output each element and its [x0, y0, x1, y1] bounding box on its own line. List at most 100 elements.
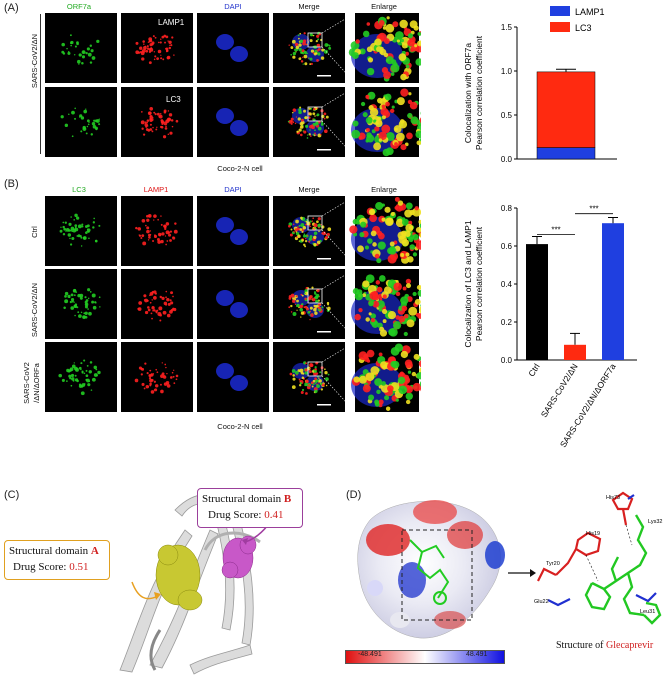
residue-leu31: Leu31 [640, 609, 655, 615]
panel-a-row-label: SARS-CoV2/ΔN [30, 33, 39, 89]
panel-a-inset-lc3: LC3 [166, 95, 181, 104]
panel-a-inset-lamp1: LAMP1 [158, 18, 185, 27]
panel-b-header-lc3: LC3 [72, 185, 86, 194]
chart-a-legend-label-lamp1: LAMP1 [575, 7, 605, 17]
chart-a-tick-label: 1.0 [501, 67, 513, 76]
domain-b-mesh [221, 535, 257, 579]
tile-a-zoom-line [321, 46, 356, 84]
chart-b: 0.00.20.40.60.8CtrlSARS-CoV2/ΔNSARS-CoV2… [463, 204, 637, 449]
chart-b-tick-label: 0.6 [501, 242, 513, 251]
tile-b-zoom-line [321, 375, 356, 413]
tile-b-r2-red [121, 269, 193, 339]
tile-a-r1-enlarge [348, 13, 421, 83]
tile-a-zoom-line [321, 86, 356, 108]
chart-b-bar-3 [602, 223, 624, 360]
tile-b-zoom-line [321, 302, 356, 340]
chart-b-tick-label: 0.0 [501, 356, 513, 365]
chart-a-legend-swatch-lamp1 [550, 6, 570, 16]
chart-b-significance-label-1: *** [551, 226, 560, 235]
tile-a-r2-enlarge [351, 87, 421, 157]
structure-caption-prefix: Structure of [556, 640, 606, 651]
chart-b-tick-label: 0.4 [501, 280, 513, 289]
panel-b-micrographs [45, 196, 421, 413]
structure-caption-name: Glecaprevir [606, 640, 654, 651]
panel-d-label: (D) [346, 489, 362, 501]
chart-b-tick-label: 0.8 [501, 204, 513, 213]
panel-b-label: (B) [4, 178, 19, 190]
tile-b-zoom-line [321, 229, 356, 267]
residue-his73: His73 [606, 495, 620, 501]
tile-a-r2-merge [273, 87, 345, 157]
tile-b-zoom-box [307, 215, 323, 231]
chart-a-tick-label: 0.5 [501, 111, 513, 120]
chart-a-tick-label: 1.5 [501, 23, 513, 32]
tile-b-r1-red [121, 196, 193, 266]
domain-b-score: 0.41 [264, 509, 284, 521]
panel-b-header-enlarge: Enlarge [371, 185, 397, 194]
tile-a-zoom-line [321, 120, 356, 158]
structure-caption: Structure of Glecaprevir [556, 640, 653, 651]
chart-b-ylabel: Pearson correlation coefficient [474, 226, 484, 341]
tile-a-scale-bar [317, 149, 331, 151]
scale-min-label: -48.491 [358, 651, 382, 658]
tile-b-zoom-line [321, 341, 356, 363]
tile-b-r1-merge [273, 196, 345, 266]
chart-a-ylabel: Pearson correlation coefficient [474, 35, 484, 150]
panel-a-header-merge: Merge [298, 2, 320, 11]
tile-b-zoom-line [321, 268, 356, 290]
panel-a-header-orf7a: ORF7a [66, 2, 92, 11]
tile-b-r2-blue [197, 269, 269, 339]
tile-b-zoom-box [307, 288, 323, 304]
residue-his19: His19 [586, 531, 600, 537]
domain-b-box: Structural domain B Drug Score: 0.41 [197, 488, 303, 528]
panel-b-row-deltaorf-2: /ΔN/ΔORFa [32, 363, 41, 403]
chart-a-tick-label: 0.0 [501, 155, 513, 164]
tile-b-r3-red [121, 342, 193, 412]
chart-b-bar-1 [526, 244, 548, 360]
chart-b-category-label-2: SARS-CoV2/ΔN [539, 362, 580, 419]
chart-a-bar-lamp1 [536, 147, 596, 160]
electrostatic-surface [357, 500, 505, 639]
tile-a-r2-blue [197, 87, 269, 157]
panel-b-row-ctrl: Ctrl [30, 226, 39, 238]
panel-b-row-deltan: SARS-CoV2/ΔN [30, 282, 39, 338]
chart-a-ylabel: Colocalization with ORF7a [463, 43, 473, 143]
panel-a-row-bracket [40, 14, 41, 154]
panel-b-caption: Coco-2-N cell [217, 422, 263, 431]
domain-a-box: Structural domain A Drug Score: 0.51 [4, 540, 110, 580]
chart-b-ylabel: Colocalization of LC3 and LAMP1 [463, 220, 473, 347]
domain-b-prefix: Structural domain [202, 493, 284, 505]
transition-arrow [508, 569, 536, 577]
tile-a-zoom-box [307, 106, 323, 122]
residue-lys32: Lys32 [648, 519, 662, 525]
tile-a-zoom-box [307, 32, 323, 48]
domain-a-score: 0.51 [69, 561, 89, 573]
chart-a-bar-lc3 [536, 71, 596, 148]
tile-b-r2-green [45, 269, 117, 339]
tile-b-scale-bar [317, 404, 331, 406]
tile-a-r1-merge [273, 13, 345, 83]
tile-b-r1-blue [197, 196, 269, 266]
tile-a-r1-green [45, 13, 117, 83]
tile-b-zoom-box [307, 361, 323, 377]
tile-a-r2-green [45, 87, 117, 157]
tile-b-r3-enlarge [351, 342, 421, 412]
domain-a-letter: A [90, 545, 99, 557]
domain-a-arrowhead [154, 592, 161, 600]
tile-a-r1-red [121, 13, 193, 83]
electrostatic-color-scale [345, 650, 505, 664]
tile-b-r1-green [45, 196, 117, 266]
tile-a-scale-bar [317, 75, 331, 77]
tile-b-r2-merge [273, 269, 345, 339]
chart-a-legend-swatch-lc3 [550, 22, 570, 32]
scale-max-label: 48.491 [466, 651, 488, 658]
residue-glu22: Glu22 [534, 599, 549, 605]
panel-a-header-enlarge: Enlarge [371, 2, 397, 11]
chart-b-significance-label-2: *** [589, 205, 598, 214]
chart-a-legend-label-lc3: LC3 [575, 23, 592, 33]
residue-tyr20: Tyr20 [546, 561, 560, 567]
tile-a-zoom-line [321, 13, 356, 34]
domain-a-mesh [155, 544, 203, 611]
panel-b-header-merge: Merge [298, 185, 320, 194]
panel-b-header-lamp1: LAMP1 [143, 185, 169, 194]
